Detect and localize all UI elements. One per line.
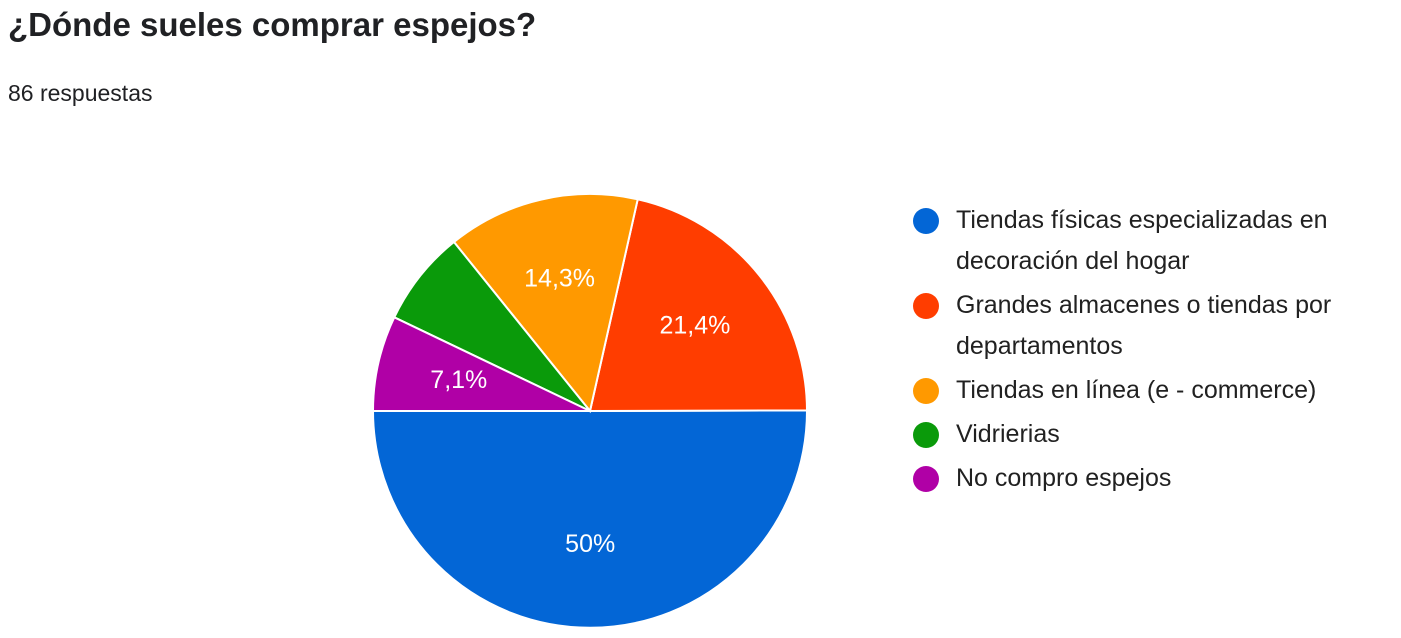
- legend-item: Grandes almacenes o tiendas por departam…: [913, 285, 1393, 367]
- legend-swatch: [913, 293, 939, 319]
- pie-slice: [588, 198, 809, 413]
- legend-item: Tiendas físicas especializadas en decora…: [913, 200, 1393, 282]
- legend-label: Tiendas físicas especializadas en decora…: [956, 206, 1328, 275]
- pie-data-label: 7,1%: [430, 366, 487, 394]
- response-count: 86 respuestas: [8, 80, 153, 106]
- pie-data-label: 14,3%: [524, 265, 595, 293]
- legend-label: Tiendas en línea (e - commerce): [956, 376, 1317, 404]
- pie-slices: [371, 192, 809, 629]
- pie-data-label: 50%: [565, 530, 615, 558]
- legend-item: Vidrierias: [913, 414, 1393, 455]
- legend-swatch: [913, 422, 939, 448]
- legend-swatch: [913, 208, 939, 234]
- chart-legend: Tiendas físicas especializadas en decora…: [913, 200, 1393, 502]
- legend-label: Vidrierias: [956, 420, 1060, 448]
- pie-slice: [452, 192, 639, 414]
- legend-swatch: [913, 378, 939, 404]
- pie-data-labels: 50% 21,4% 14,3% 7,1%: [430, 265, 730, 559]
- pie-slice: [371, 315, 591, 412]
- legend-label: Grandes almacenes o tiendas por departam…: [956, 291, 1332, 360]
- chart-title: ¿Dónde sueles comprar espejos?: [8, 6, 537, 43]
- legend-item: No compro espejos: [913, 458, 1393, 499]
- legend-item: Tiendas en línea (e - commerce): [913, 370, 1393, 411]
- pie-slice: [371, 409, 809, 629]
- pie-data-label: 21,4%: [659, 311, 730, 339]
- legend-label: No compro espejos: [956, 464, 1172, 492]
- legend-swatch: [913, 466, 939, 492]
